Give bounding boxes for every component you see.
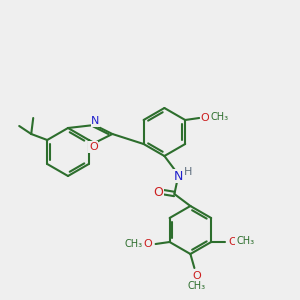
Text: CH₃: CH₃ [187,281,206,291]
Text: O: O [229,237,238,247]
Text: H: H [184,167,193,177]
Text: CH₃: CH₃ [210,112,228,122]
Text: N: N [91,116,100,126]
Text: N: N [174,169,183,182]
Text: O: O [154,185,163,199]
Text: CH₃: CH₃ [124,239,143,249]
Text: O: O [143,239,152,249]
Text: O: O [192,271,201,281]
Text: O: O [201,113,210,123]
Text: O: O [89,142,98,152]
Text: CH₃: CH₃ [236,236,254,246]
